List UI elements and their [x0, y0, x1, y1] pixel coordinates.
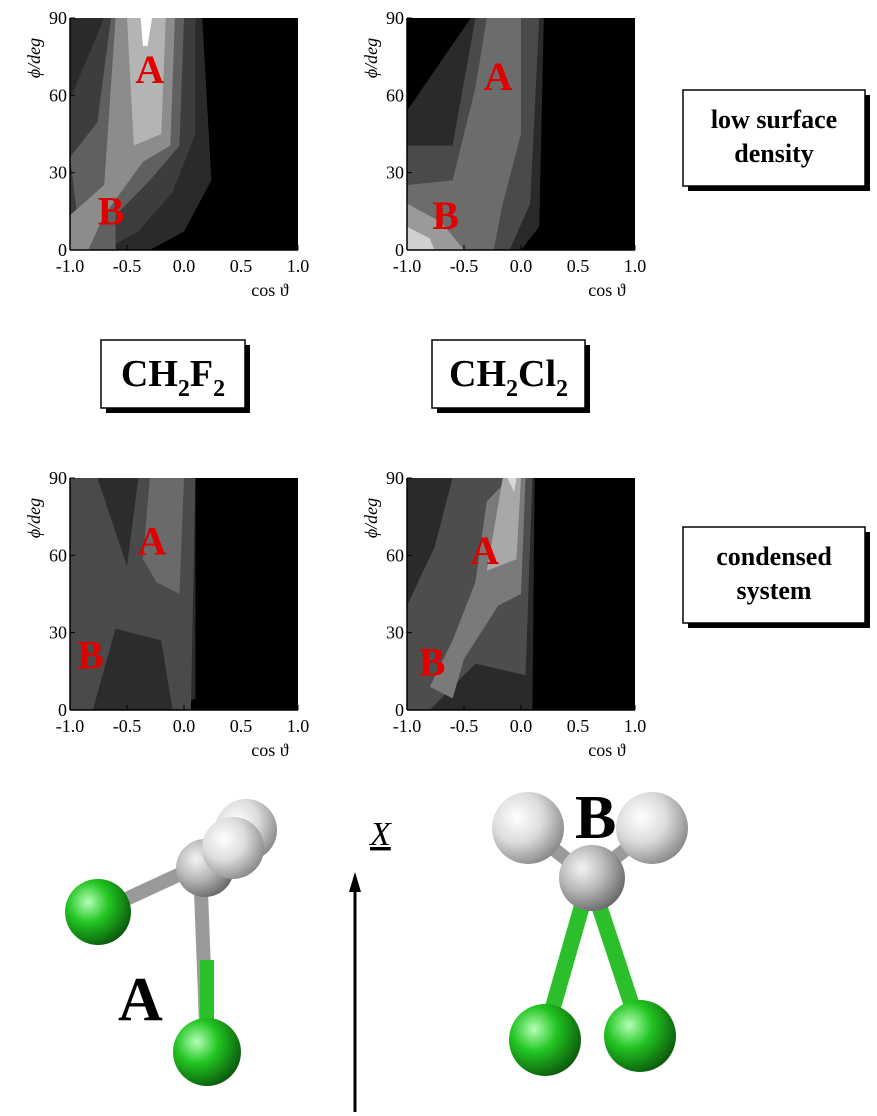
y-tick-label: 60 — [49, 545, 67, 565]
x-axis-label: cos ϑ — [588, 280, 625, 300]
element: F — [190, 353, 213, 395]
x-tick-label: 0.0 — [510, 256, 533, 276]
x-axis-label: cos ϑ — [588, 740, 625, 760]
figure: A B X -1.0-0.50.00.51.00306090cos ϑϕ/deg… — [0, 0, 877, 1116]
y-axis-label: ϕ/deg — [24, 498, 44, 538]
element: CH — [449, 353, 506, 395]
y-tick-label: 60 — [386, 85, 404, 105]
region-label: B — [98, 189, 125, 234]
y-tick-label: 90 — [386, 468, 404, 488]
region-label: A — [484, 54, 513, 99]
y-tick-label: 0 — [395, 700, 404, 720]
label-b: B — [575, 784, 616, 852]
y-tick-label: 90 — [49, 8, 67, 28]
element: Cl — [518, 353, 556, 395]
y-tick-label: 90 — [386, 8, 404, 28]
molecule-a — [65, 799, 277, 1086]
x-tick-label: -0.5 — [113, 716, 142, 736]
region-label: A — [138, 519, 167, 564]
region-label: A — [135, 47, 164, 92]
y-tick-label: 0 — [395, 240, 404, 260]
y-tick-label: 30 — [386, 623, 404, 643]
x-tick-label: 1.0 — [287, 256, 310, 276]
region-label: B — [432, 193, 459, 238]
y-tick-label: 90 — [49, 468, 67, 488]
x-tick-label: 1.0 — [624, 716, 647, 736]
y-tick-label: 0 — [58, 700, 67, 720]
arrow-head — [349, 872, 361, 892]
x-tick-label: 0.5 — [230, 716, 253, 736]
x-tick-label: -0.5 — [450, 716, 479, 736]
x-tick-label: -0.5 — [113, 256, 142, 276]
x-tick-label: 0.5 — [230, 256, 253, 276]
y-tick-label: 0 — [58, 240, 67, 260]
y-tick-label: 30 — [49, 163, 67, 183]
x-tick-label: 0.5 — [567, 256, 590, 276]
x-tick-label: 0.5 — [567, 716, 590, 736]
x-tick-label: 1.0 — [287, 716, 310, 736]
subscript: 2 — [556, 376, 568, 402]
label-a: A — [118, 966, 163, 1034]
y-axis-label: ϕ/deg — [361, 498, 381, 538]
axis-x-label: X — [368, 816, 392, 853]
y-tick-label: 30 — [49, 623, 67, 643]
box-line: system — [736, 576, 811, 605]
element: CH — [121, 353, 178, 395]
subscript: 2 — [506, 376, 518, 402]
x-axis-label: cos ϑ — [251, 280, 288, 300]
region-label: B — [419, 639, 446, 684]
y-tick-label: 30 — [386, 163, 404, 183]
y-axis-label: ϕ/deg — [361, 38, 381, 78]
y-axis-label: ϕ/deg — [24, 38, 44, 78]
x-axis-label: cos ϑ — [251, 740, 288, 760]
box-line: density — [734, 139, 813, 168]
molecule-formula: CH2F2 — [121, 353, 225, 402]
x-tick-label: 0.0 — [510, 716, 533, 736]
region-label: A — [470, 528, 499, 573]
y-tick-label: 60 — [386, 545, 404, 565]
subscript: 2 — [213, 376, 225, 402]
x-tick-label: -0.5 — [450, 256, 479, 276]
y-tick-label: 60 — [49, 85, 67, 105]
region-label: B — [77, 632, 104, 677]
x-tick-label: 0.0 — [173, 716, 196, 736]
subscript: 2 — [178, 376, 190, 402]
box-line: low surface — [711, 105, 837, 134]
box-line: condensed — [716, 542, 832, 571]
x-tick-label: 0.0 — [173, 256, 196, 276]
x-tick-label: 1.0 — [624, 256, 647, 276]
